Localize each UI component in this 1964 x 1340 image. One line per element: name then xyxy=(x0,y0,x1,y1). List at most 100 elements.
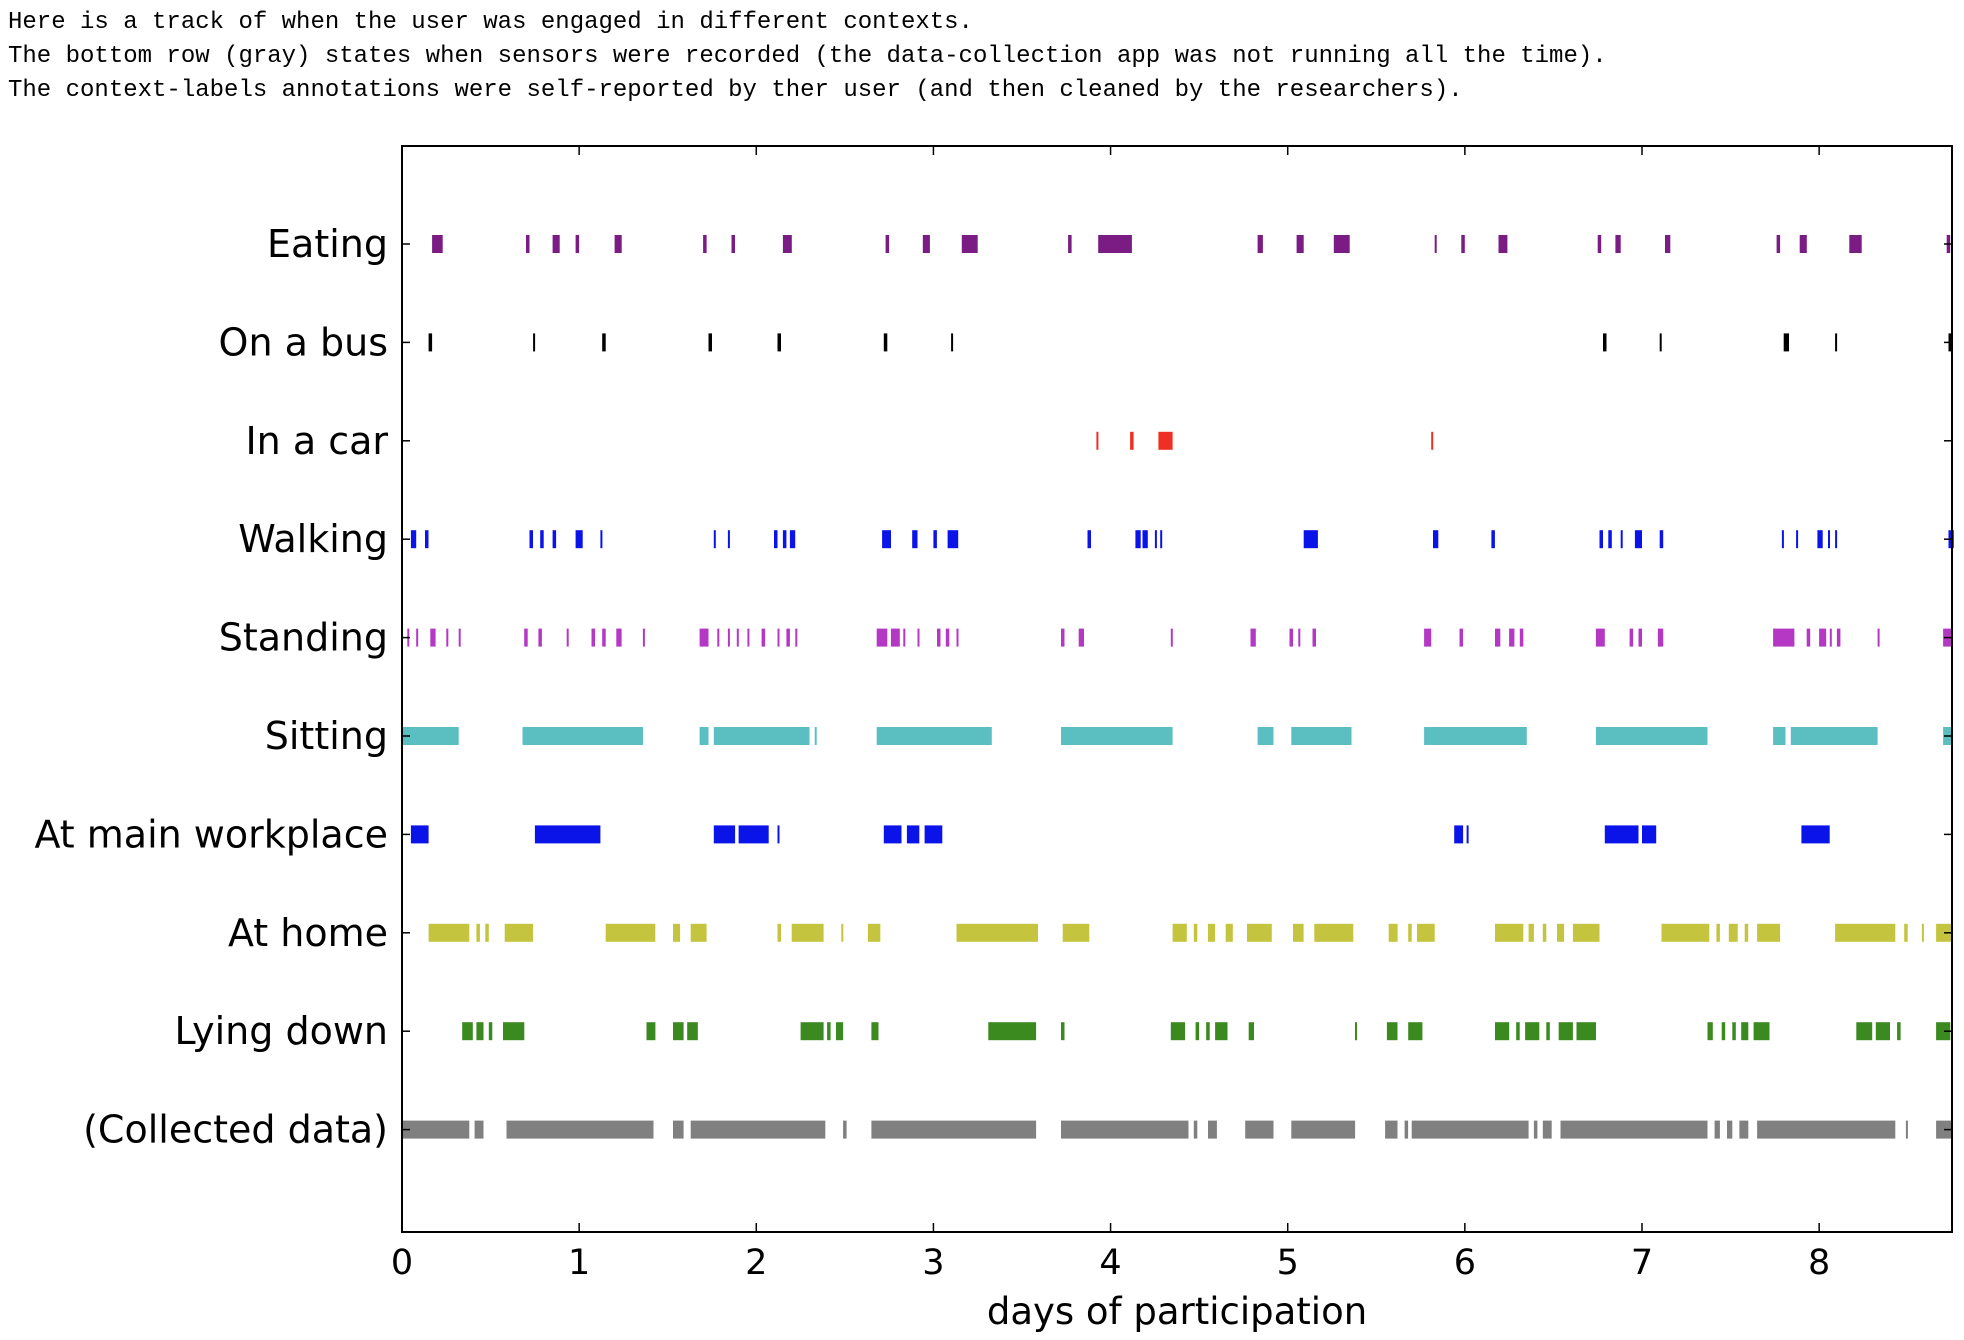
interval-bar xyxy=(1790,727,1878,745)
interval-bar xyxy=(614,235,622,253)
interval-bar xyxy=(699,727,709,745)
interval-bar xyxy=(933,530,937,549)
interval-bar xyxy=(1314,923,1354,942)
interval-bar xyxy=(1215,1022,1228,1041)
interval-bar xyxy=(924,825,943,844)
interval-bar xyxy=(906,825,920,844)
interval-bar xyxy=(1783,333,1789,352)
interval-bar xyxy=(736,628,739,647)
interval-bar xyxy=(922,235,930,253)
x-tick-label: 4 xyxy=(1099,1243,1121,1283)
interval-bar xyxy=(1098,235,1132,253)
interval-bar xyxy=(1424,727,1527,745)
interval-bar xyxy=(789,530,796,549)
interval-bar xyxy=(1250,628,1256,647)
intro-line-2: The bottom row (gray) states when sensor… xyxy=(8,43,1607,70)
interval-bar xyxy=(529,530,533,549)
interval-bar xyxy=(1799,235,1807,253)
interval-bar xyxy=(446,628,449,647)
interval-bar xyxy=(646,1022,656,1041)
interval-bar xyxy=(1296,235,1304,253)
interval-bar xyxy=(428,333,433,352)
interval-bar xyxy=(1604,825,1639,844)
interval-bar xyxy=(402,1120,470,1139)
interval-bar xyxy=(1459,628,1463,647)
interval-bar xyxy=(1245,1120,1274,1139)
interval-bar xyxy=(673,923,681,942)
intro-text: Here is a track of when the user was eng… xyxy=(8,6,1607,108)
row-label-walking: Walking xyxy=(238,517,388,561)
row-at-home xyxy=(428,923,1952,942)
interval-bar xyxy=(1657,628,1664,647)
interval-bar xyxy=(506,1120,654,1139)
interval-bar xyxy=(534,825,601,844)
interval-bar xyxy=(1801,825,1830,844)
interval-bar xyxy=(703,235,707,253)
interval-bar xyxy=(1061,1120,1189,1139)
interval-bar xyxy=(786,628,790,647)
intro-line-1: Here is a track of when the user was eng… xyxy=(8,9,973,36)
interval-bar xyxy=(871,1120,1037,1139)
x-tick-label: 6 xyxy=(1454,1243,1476,1283)
interval-bar xyxy=(1466,825,1469,844)
interval-bar xyxy=(738,825,769,844)
interval-bar xyxy=(1293,923,1304,942)
interval-bar xyxy=(402,727,459,745)
x-tick-label: 0 xyxy=(391,1243,413,1283)
row-collected-data xyxy=(402,1120,1952,1139)
interval-bar xyxy=(1424,628,1432,647)
interval-bar xyxy=(538,628,542,647)
interval-bar xyxy=(937,628,941,647)
interval-bar xyxy=(1247,923,1272,942)
interval-bar xyxy=(1560,1120,1708,1139)
interval-bar xyxy=(1087,530,1091,549)
interval-bar xyxy=(717,628,720,647)
interval-bar xyxy=(1298,628,1301,647)
interval-bar xyxy=(552,235,560,253)
interval-bar xyxy=(747,628,750,647)
interval-bar xyxy=(1620,530,1623,549)
interval-bar xyxy=(1897,1022,1901,1041)
row-walking xyxy=(410,530,1954,549)
interval-bar xyxy=(1576,1022,1596,1041)
interval-bar xyxy=(777,825,780,844)
interval-bar xyxy=(1408,923,1412,942)
interval-bar xyxy=(458,628,461,647)
interval-bar xyxy=(777,923,781,942)
interval-bar xyxy=(1659,333,1662,352)
interval-bar xyxy=(1411,1120,1529,1139)
interval-bar xyxy=(841,923,844,942)
interval-bar xyxy=(1355,1022,1357,1041)
interval-bar xyxy=(1519,628,1524,647)
row-standing xyxy=(407,628,1952,647)
interval-bar xyxy=(1849,235,1862,253)
interval-bar xyxy=(843,1120,847,1139)
interval-bar xyxy=(1817,530,1823,549)
interval-bar xyxy=(462,1022,473,1041)
row-label-sitting: Sitting xyxy=(265,714,388,758)
interval-bar xyxy=(1773,727,1786,745)
interval-bar xyxy=(1208,1120,1217,1139)
interval-bar xyxy=(1877,628,1880,647)
interval-bar xyxy=(791,923,824,942)
interval-bar xyxy=(713,825,736,844)
row-at-main-workplace xyxy=(410,825,1830,844)
interval-bar xyxy=(1135,530,1141,549)
intro-line-3: The context-labels annotations were self… xyxy=(8,77,1463,104)
interval-bar xyxy=(524,628,528,647)
interval-bar xyxy=(410,825,429,844)
row-label-eating: Eating xyxy=(267,222,388,266)
interval-bar xyxy=(1546,1022,1550,1041)
row-on-a-bus xyxy=(428,333,1952,352)
interval-bar xyxy=(1757,1120,1896,1139)
interval-bar xyxy=(1172,923,1187,942)
interval-bar xyxy=(1291,727,1352,745)
x-axis-label: days of participation xyxy=(987,1290,1367,1333)
interval-bar xyxy=(1408,1022,1423,1041)
interval-bar xyxy=(1495,1022,1510,1041)
interval-bar xyxy=(883,333,888,352)
interval-bar xyxy=(1595,727,1708,745)
row-label-on-a-bus: On a bus xyxy=(219,320,388,364)
interval-bar xyxy=(836,1022,844,1041)
interval-bar xyxy=(1385,1120,1398,1139)
